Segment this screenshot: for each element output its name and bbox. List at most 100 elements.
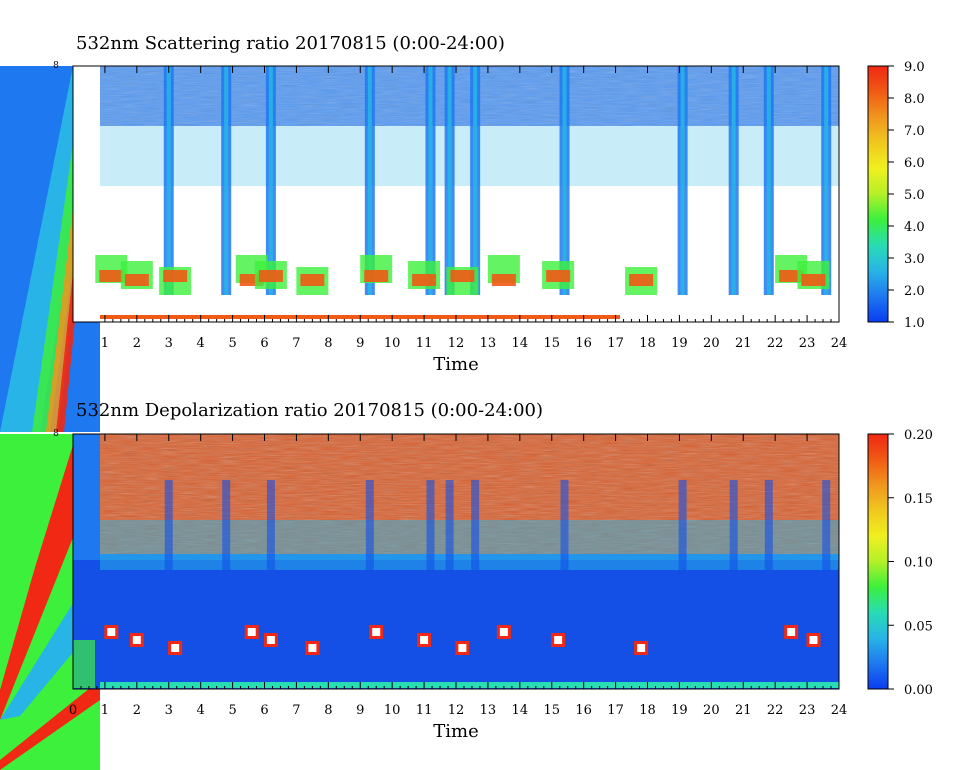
scattering-vertical-streaks [163, 66, 832, 296]
x-tick-label: 5 [228, 336, 236, 351]
scatter-streak-core [824, 66, 829, 296]
scatter-echo-core [629, 274, 654, 286]
scattering-ratio-panel: 532nm Scattering ratio 20170815 (0:00-24… [0, 33, 925, 432]
x-tick-label: 1 [101, 703, 109, 718]
x-tick-label: 3 [165, 336, 173, 351]
depol-blob-core [554, 636, 563, 644]
x-tick-label: 21 [735, 703, 752, 718]
scatter-echo-core [491, 274, 516, 286]
x-tick-label: 19 [671, 336, 688, 351]
scatter-echo-core [364, 270, 389, 282]
colorbar-tick-label: 4.0 [904, 220, 925, 235]
x-tick-label: 13 [480, 336, 497, 351]
depol-blob-core [132, 636, 141, 644]
depolarization-cloud-base [104, 625, 821, 655]
colorbar-tick-label: 0.20 [904, 428, 933, 443]
colorbar-tick-label: 2.0 [904, 284, 925, 299]
scatter-streak-core [766, 66, 771, 296]
depolarization-y-top-label: 8 [53, 429, 59, 439]
x-tick-label: 24 [831, 336, 848, 351]
x-tick-label: 3 [165, 703, 173, 718]
depol-blob-core [420, 636, 429, 644]
colorbar-tick-label: 0.00 [904, 683, 933, 698]
colorbar-tick-label: 9.0 [904, 60, 925, 75]
x-tick-label: 16 [575, 703, 592, 718]
depolarization-surface-band [100, 682, 839, 688]
scattering-y-top-label: 8 [53, 61, 59, 71]
x-tick-label: 23 [799, 703, 816, 718]
colorbar-tick-label: 0.15 [904, 492, 933, 507]
x-tick-label: 19 [671, 703, 688, 718]
scatter-echo-core [124, 274, 149, 286]
x-tick-label: 23 [799, 336, 816, 351]
scatter-streak-core [224, 66, 229, 296]
scatter-echo-core [99, 270, 124, 282]
x-tick-label: 4 [197, 703, 205, 718]
x-tick-label: 15 [543, 703, 560, 718]
x-tick-label: 18 [639, 336, 656, 351]
scatter-streak-core [447, 66, 452, 296]
depol-streak [678, 480, 687, 680]
x-tick-label: 22 [767, 703, 784, 718]
depol-blob-core [308, 644, 317, 652]
scatter-streak-core [428, 66, 433, 296]
depolarization-vertical-streaks [164, 480, 831, 680]
depolarization-xlabel: Time [433, 721, 478, 742]
x-tick-label: 9 [356, 703, 364, 718]
x-tick-label: 1 [101, 336, 109, 351]
x-tick-label: 9 [356, 336, 364, 351]
x-tick-label: 5 [228, 703, 236, 718]
depol-streak [764, 480, 773, 680]
x-tick-label: 11 [416, 703, 433, 718]
scatter-echo-core [779, 270, 804, 282]
x-tick-label: 24 [831, 703, 848, 718]
scatter-streak-core [731, 66, 736, 296]
depol-blob-core [809, 636, 818, 644]
depol-blob-core [458, 644, 467, 652]
x-tick-label: 2 [133, 336, 141, 351]
scattering-x-axis: 1 2 3 4 5 6 7 8 9 10 11 12 13 14 15 16 17 18 19 20 21 22 23 24 [101, 66, 847, 351]
x-tick-label: 21 [735, 336, 752, 351]
x-tick-label: 20 [703, 336, 720, 351]
colorbar-tick-label: 1.0 [904, 316, 925, 331]
colorbar-tick-label: 5.0 [904, 188, 925, 203]
x-tick-label: 17 [607, 703, 624, 718]
depol-blob-core [171, 644, 180, 652]
scatter-streak-core [268, 66, 273, 296]
scatter-echo-core [300, 274, 325, 286]
depolarization-plot-area [73, 434, 839, 689]
scattering-plot-area [73, 66, 839, 322]
colorbar-tick-label: 3.0 [904, 252, 925, 267]
colorbar-tick-label: 6.0 [904, 156, 925, 171]
depol-blob-core [637, 644, 646, 652]
depol-blob-core [247, 628, 256, 636]
depol-blob-core [499, 628, 508, 636]
x-tick-label: 7 [292, 336, 300, 351]
scatter-echo-core [163, 270, 188, 282]
scattering-xlabel: Time [433, 354, 478, 375]
x-tick-label: 6 [260, 703, 268, 718]
depol-streak [729, 480, 738, 680]
scatter-echo-core [412, 274, 437, 286]
x-tick-label: 0 [69, 703, 77, 718]
x-tick-label: 4 [197, 336, 205, 351]
depol-streak [426, 480, 435, 680]
scatter-echo-core [546, 270, 571, 282]
x-tick-label: 7 [292, 703, 300, 718]
scatter-streak-core [562, 66, 567, 296]
depolarization-colorbar: 0.00 0.05 0.10 0.15 0.20 [867, 428, 933, 698]
colorbar-tick-label: 7.0 [904, 124, 925, 139]
x-tick-label: 10 [384, 336, 401, 351]
x-tick-label: 2 [133, 703, 141, 718]
colorbar-tick-label: 8.0 [904, 92, 925, 107]
x-tick-label: 8 [324, 336, 332, 351]
scatter-streak-core [680, 66, 685, 296]
depol-streak [560, 480, 569, 680]
scattering-colorbar: 1.0 2.0 3.0 4.0 5.0 6.0 7.0 8.0 9.0 [867, 60, 925, 331]
depol-streak [445, 480, 454, 680]
scatter-streak-core [166, 66, 171, 296]
depolarization-x-axis: 0 1 2 3 4 5 6 7 8 9 10 11 12 13 14 15 16 17 18 19 20 21 22 23 24 [69, 434, 847, 718]
x-tick-label: 6 [260, 336, 268, 351]
depol-blob-core [107, 628, 116, 636]
